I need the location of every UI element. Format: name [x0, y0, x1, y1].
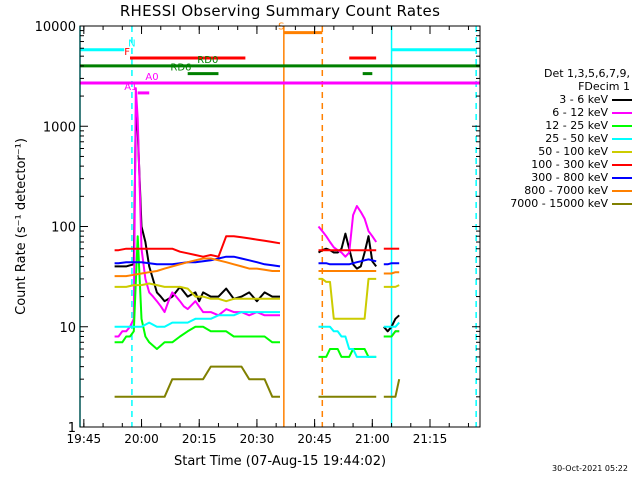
legend-swatch — [612, 150, 632, 153]
legend-swatch — [612, 124, 632, 127]
x-axis-title: Start Time (07-Aug-15 19:44:02) — [173, 454, 387, 469]
series-6-segment-0 — [114, 255, 281, 268]
legend-entry-label: 7000 - 15000 keV — [510, 197, 608, 210]
legend-entry: 25 - 50 keV — [486, 132, 632, 145]
legend-swatch — [612, 176, 632, 179]
legend-entry: 7000 - 15000 keV — [486, 197, 632, 210]
series-5-segment-0 — [114, 235, 281, 258]
y-tick-label-1: 10 — [59, 321, 76, 336]
flag-label-a0: A0 — [145, 72, 158, 83]
legend-header: Det 1,3,5,6,7,9, FDecim 1 — [486, 67, 632, 93]
flag-label-s: S — [278, 22, 284, 33]
flag-label-a1: A1 — [124, 82, 137, 93]
legend-entry-label: 3 - 6 keV — [559, 93, 608, 106]
legend-entry: 3 - 6 keV — [486, 93, 632, 106]
legend-entry-label: 25 - 50 keV — [545, 132, 608, 145]
legend-entry: 6 - 12 keV — [486, 106, 632, 119]
legend-entry-label: 300 - 800 keV — [531, 171, 608, 184]
y-tick-label-0: 1 — [68, 421, 76, 436]
flag-label-n: N — [128, 39, 135, 50]
flag-label-f: F — [124, 47, 130, 58]
y-tick-label-2: 100 — [51, 221, 76, 236]
series-1-segment-1 — [317, 205, 378, 258]
legend-entry: 12 - 25 keV — [486, 119, 632, 132]
legend-entry-label: 100 - 300 keV — [531, 158, 608, 171]
series-2-segment-2 — [383, 330, 400, 338]
legend: Det 1,3,5,6,7,9, FDecim 1 3 - 6 keV 6 - 12… — [486, 67, 632, 210]
x-tick-label-3: 20:30 — [240, 432, 275, 446]
series-7-segment-0 — [114, 257, 280, 278]
legend-swatch — [612, 163, 632, 166]
series-4-segment-1 — [318, 277, 377, 320]
series-8-segment-0 — [114, 365, 280, 398]
y-tick-label-3: 1000 — [43, 120, 76, 135]
series-lines — [114, 87, 401, 398]
flag-label-rd6: RD6 — [170, 63, 191, 74]
series-4-segment-2 — [383, 284, 400, 288]
series-0-segment-0 — [114, 113, 280, 303]
legend-header-line: FDecim 1 — [578, 80, 630, 93]
legend-swatch — [612, 111, 632, 114]
x-tick-label-4: 20:45 — [297, 432, 332, 446]
series-6-segment-1 — [318, 258, 377, 266]
legend-swatch — [612, 98, 632, 101]
legend-entry-label: 12 - 25 keV — [545, 119, 608, 132]
x-tick-label-0: 19:45 — [67, 432, 102, 446]
legend-entry-label: 50 - 100 keV — [538, 145, 608, 158]
vertical-markers — [79, 26, 477, 427]
legend-swatch — [612, 202, 632, 205]
legend-entry: 800 - 7000 keV — [486, 184, 632, 197]
legend-entry: 100 - 300 keV — [486, 158, 632, 171]
x-tick-label-6: 21:15 — [413, 432, 448, 446]
legend-entries: 3 - 6 keV 6 - 12 keV 12 - 25 keV 25 - 50 ke… — [486, 93, 632, 210]
x-tick-label-1: 20:00 — [124, 432, 159, 446]
legend-entry: 50 - 100 keV — [486, 145, 632, 158]
legend-header-line: Det 1,3,5,6,7,9, — [543, 67, 630, 80]
series-2-segment-1 — [318, 348, 377, 358]
tick-labels: 19:45 20:00 20:15 20:30 20:45 21:00 21:15 1 10 10… — [14, 20, 480, 446]
chart-title: RHESSI Observing Summary Count Rates — [119, 2, 441, 20]
legend-entry: 300 - 800 keV — [486, 171, 632, 184]
flag-bars: N S F RD0 RD6 A0 A1 — [80, 22, 480, 95]
legend-swatch — [612, 189, 632, 192]
series-6-segment-2 — [383, 262, 400, 266]
y-tick-label-4: 10000 — [35, 20, 76, 35]
series-4-segment-0 — [114, 282, 280, 303]
series-2-segment-0 — [114, 235, 280, 350]
timestamp: 30-Oct-2021 05:22 — [552, 464, 628, 473]
x-tick-label-5: 21:00 — [355, 432, 390, 446]
legend-swatch — [612, 137, 632, 140]
series-3-segment-2 — [383, 321, 400, 328]
y-axis-title: Count Rate (s⁻¹ detector⁻¹) — [14, 138, 29, 315]
series-3-segment-1 — [318, 325, 377, 358]
x-tick-label-2: 20:15 — [182, 432, 217, 446]
flag-label-rd0: RD0 — [197, 55, 218, 66]
legend-entry-label: 800 - 7000 keV — [524, 184, 608, 197]
series-7-segment-2 — [383, 271, 400, 275]
series-8-segment-2 — [383, 378, 401, 398]
legend-entry-label: 6 - 12 keV — [552, 106, 608, 119]
series-3-segment-0 — [114, 311, 280, 328]
